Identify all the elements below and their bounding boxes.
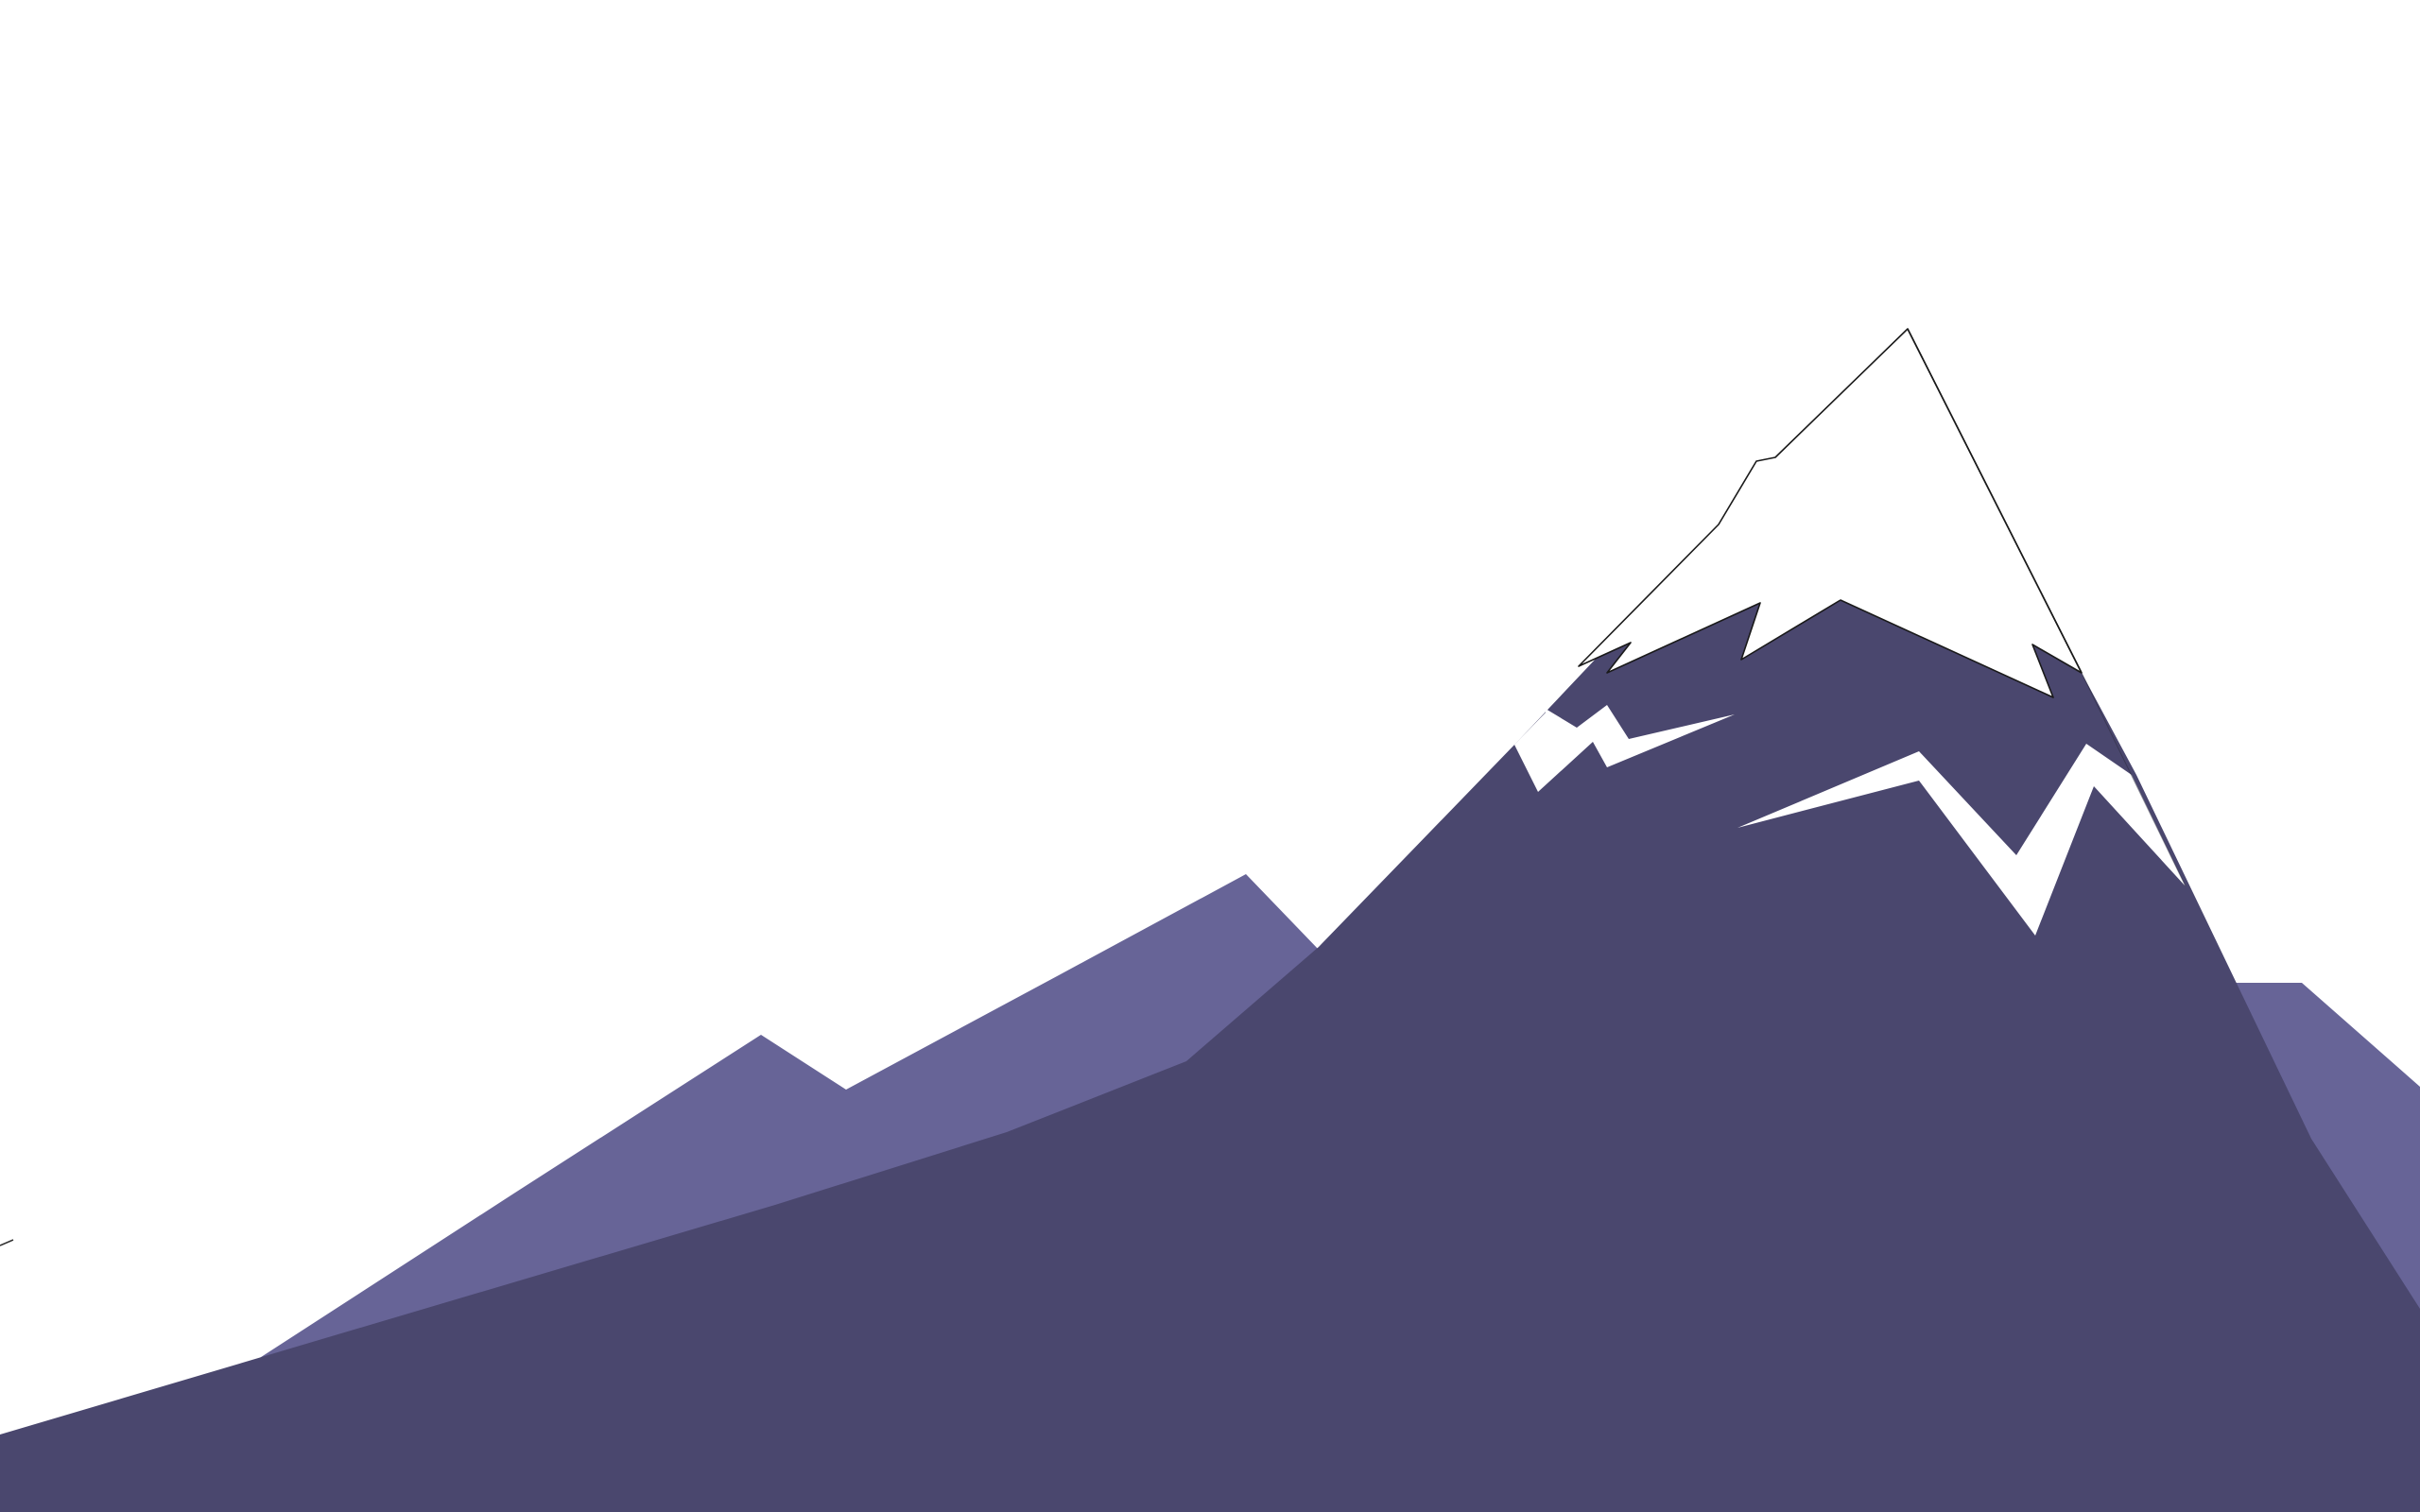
peak-ridge-outline bbox=[2081, 672, 2187, 887]
snow-streak bbox=[1737, 744, 2186, 936]
front-mountain-range bbox=[0, 329, 2420, 1512]
edge-mark bbox=[0, 1239, 14, 1246]
snow-streak bbox=[1514, 705, 1735, 792]
snow-cap bbox=[1578, 328, 2083, 698]
peak-ridge-outline bbox=[1907, 328, 2083, 674]
